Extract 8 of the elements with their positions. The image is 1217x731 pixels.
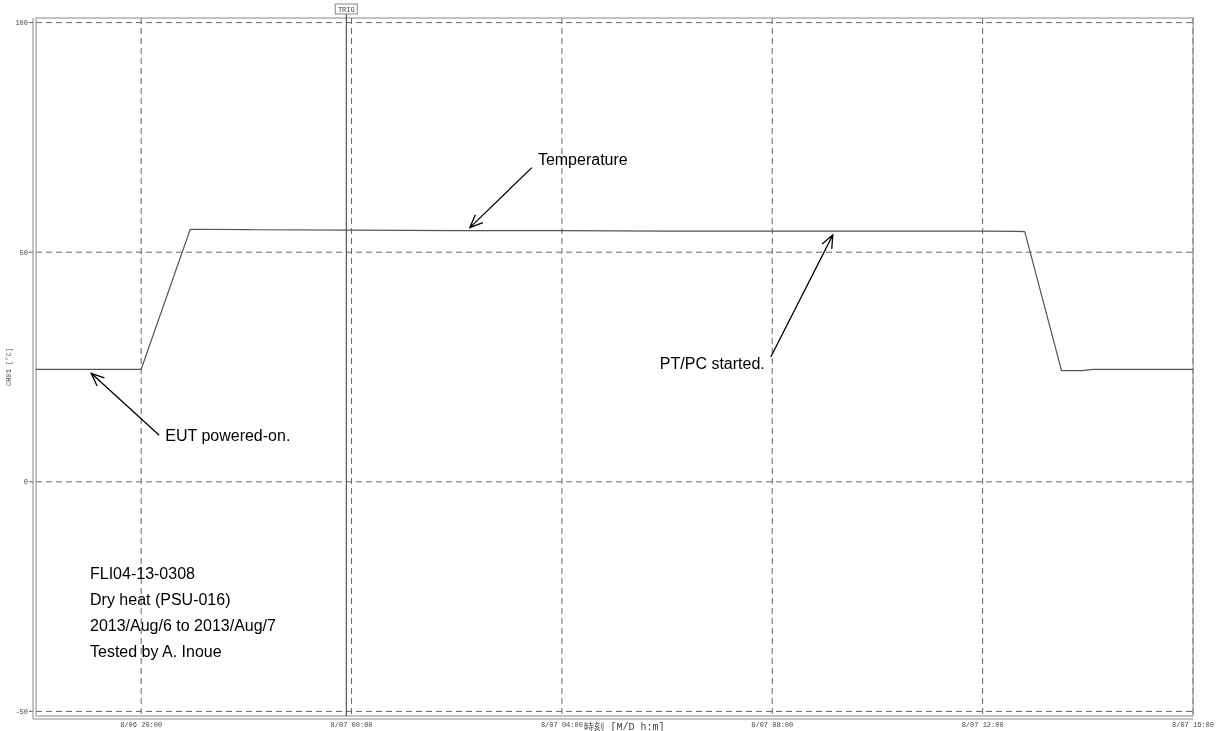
line-series xyxy=(35,228,1194,372)
annotation: Dry heat (PSU-016) xyxy=(90,591,231,608)
annotation: 2013/Aug/6 to 2013/Aug/7 xyxy=(90,617,277,634)
text: Temperature xyxy=(537,150,628,168)
annotation: PT/PC started. xyxy=(659,355,765,373)
annotation: EUT powered-on. xyxy=(165,427,291,445)
annotation: FLI04-13-0308 xyxy=(90,565,196,582)
annotation: Tested by A. Inoue xyxy=(90,643,222,660)
